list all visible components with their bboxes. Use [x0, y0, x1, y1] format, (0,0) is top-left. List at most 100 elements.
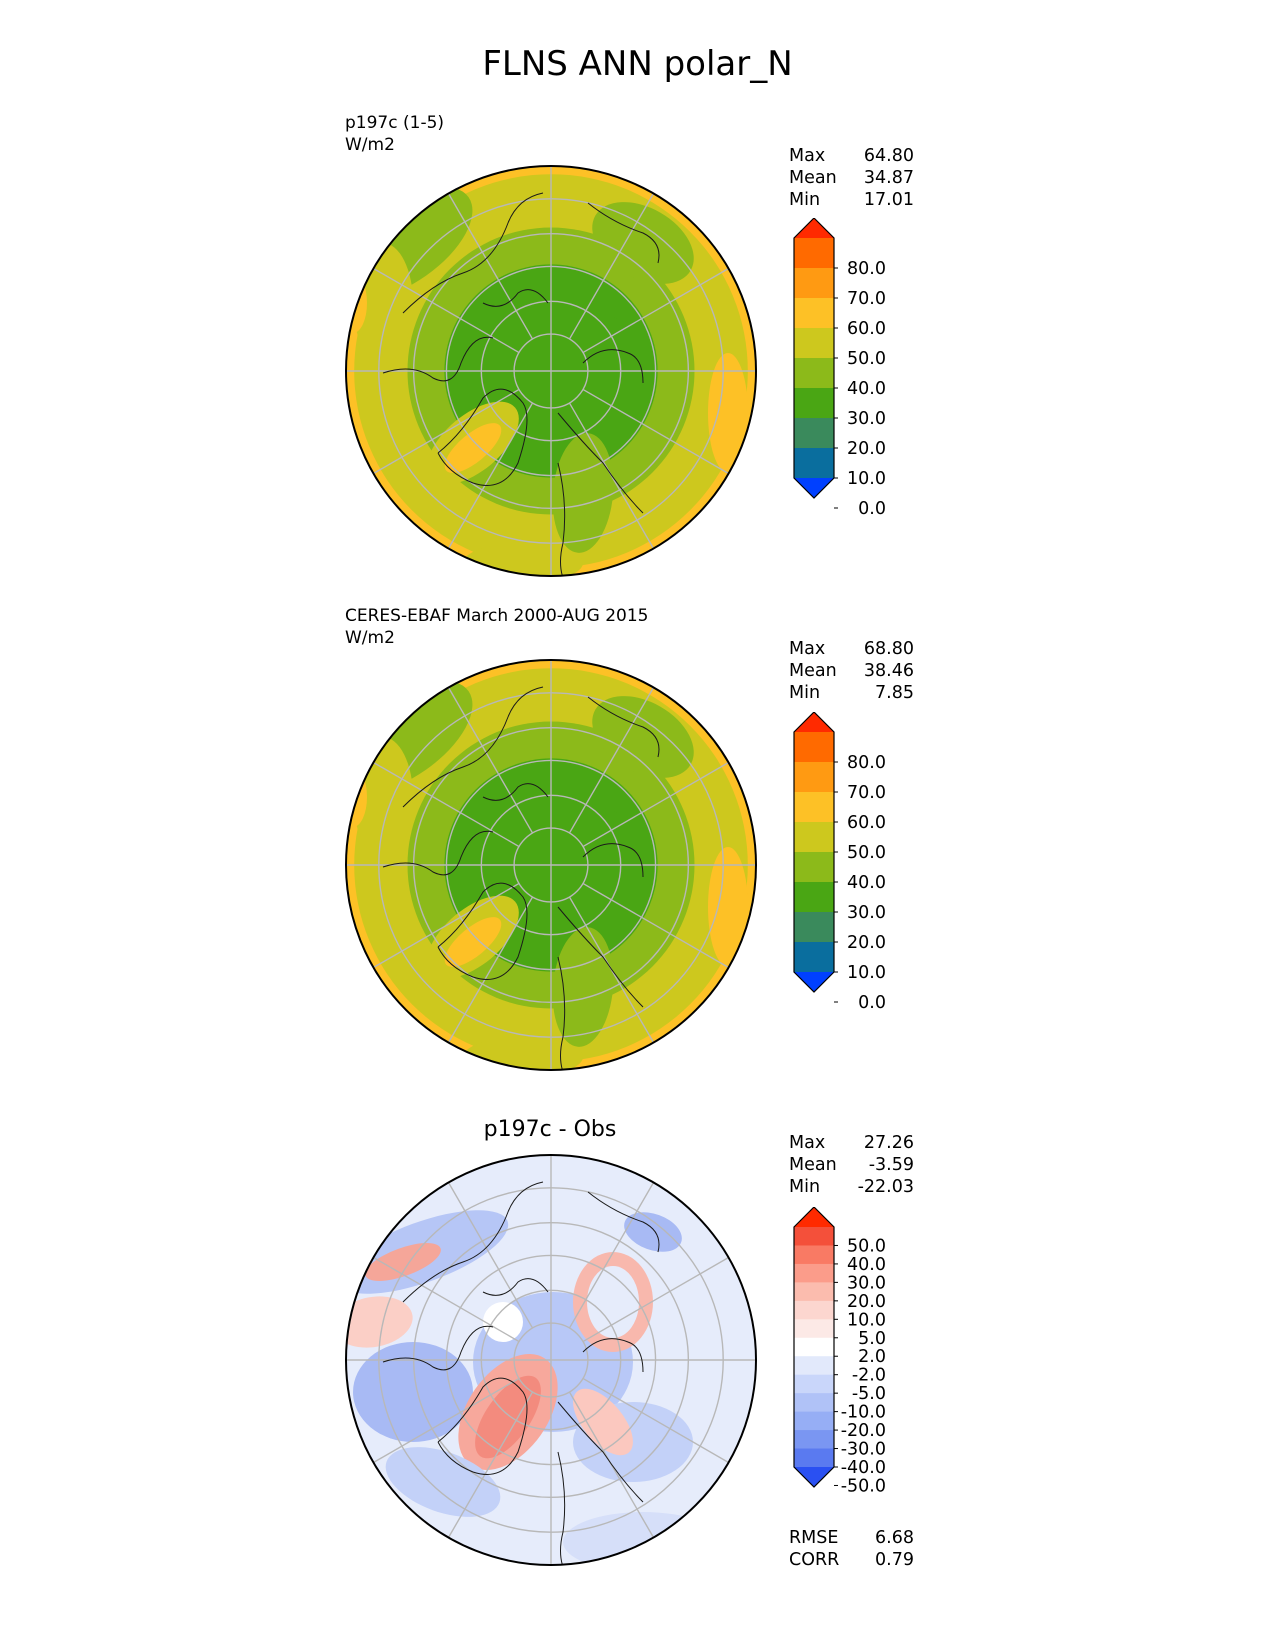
colorbar-tick-label: 50.0 [847, 1236, 886, 1256]
error-stats-block: RMSE 6.68 CORR 0.79 [789, 1527, 914, 1571]
stat-value: 6.68 [875, 1528, 914, 1548]
colorbar-tick-label: -5.0 [852, 1384, 886, 1404]
meridian-line [568, 193, 655, 340]
field-patch [444, 423, 502, 473]
coastline-segment [557, 1451, 566, 1565]
polar-map [345, 1154, 757, 1566]
stat-name: Min [789, 1177, 821, 1197]
colorbar-bin [794, 1448, 834, 1468]
meridian-line [568, 1182, 655, 1329]
coastline-segment [482, 289, 549, 307]
colorbar-extend-max [794, 218, 834, 238]
colorbar-bin [794, 882, 834, 913]
panel-label-units: W/m2 [345, 628, 395, 648]
polar-map [345, 165, 757, 577]
colorbar-bin [794, 418, 834, 449]
meridian-line [447, 896, 534, 1043]
coastline-segment [402, 192, 544, 314]
colorbar-bin [794, 1411, 834, 1431]
stat-name: Max [789, 639, 826, 659]
colorbar-bin [794, 792, 834, 823]
stat-name: Min [789, 683, 821, 703]
colorbar-bin [794, 1356, 834, 1376]
colorbar-tick-label: 30.0 [847, 1273, 886, 1293]
coastline-segment [587, 1191, 660, 1253]
colorbar-tick-label: 80.0 [847, 259, 886, 279]
meridian-line [447, 687, 534, 834]
panel-label-units: W/m2 [345, 135, 395, 155]
stat-name: Max [789, 1133, 826, 1153]
colorbar-bin [794, 448, 834, 479]
colorbar-tick-label: 2.0 [858, 1347, 886, 1367]
colorbar-bin [794, 1245, 834, 1265]
colorbar-tick-label: 70.0 [847, 783, 886, 803]
panel-label-case: CERES-EBAF March 2000-AUG 2015 [345, 606, 649, 626]
meridian-line [447, 1391, 534, 1538]
stats-block: Max 27.26 Mean -3.59 Min -22.03 [789, 1132, 914, 1198]
colorbar-tick-label: 40.0 [847, 873, 886, 893]
graticule [346, 1155, 756, 1565]
colorbar-extend-max [794, 1207, 834, 1227]
stat-name: RMSE [789, 1528, 839, 1548]
stat-value: 64.80 [863, 146, 914, 166]
meridian-line [447, 1182, 534, 1329]
colorbar-bin [794, 1227, 834, 1247]
colorbar-tick-label: 20.0 [847, 439, 886, 459]
field-patch [475, 1375, 541, 1459]
colorbar-tick-label: 10.0 [847, 469, 886, 489]
colorbar-bin [794, 732, 834, 763]
stats-block: Max 68.80 Mean 38.46 Min 7.85 [789, 638, 914, 704]
coastline-segment [557, 956, 566, 1070]
field-patch [553, 807, 633, 867]
colorbar-bin [794, 238, 834, 269]
colorbar-tick-label: 10.0 [847, 1310, 886, 1330]
meridian-line [568, 687, 655, 834]
colorbar-bin [794, 1300, 834, 1320]
stat-name: Mean [789, 661, 837, 681]
colorbar: 80.0 70.0 60.0 50.0 40.0 30.0 20.0 10.0 0.0 [793, 712, 886, 1012]
meridian-line [373, 388, 520, 475]
meridian-line [373, 882, 520, 969]
colorbar-bin [794, 1319, 834, 1339]
stat-value: 17.01 [863, 190, 914, 210]
meridian-line [582, 761, 729, 848]
colorbar: 80.0 70.0 60.0 50.0 40.0 30.0 20.0 10.0 0.0 [793, 218, 886, 518]
meridian-line [582, 1256, 729, 1343]
map-boundary [345, 659, 757, 1071]
coastlines [382, 686, 660, 1070]
field-patch [483, 1302, 523, 1342]
field-patch [365, 1243, 441, 1281]
colorbar-extend-max [794, 712, 834, 732]
colorbar-tick-label: 5.0 [858, 1329, 886, 1349]
stat-name: Min [789, 190, 821, 210]
coastline-segment [437, 388, 528, 486]
panel-label-case: p197c (1-5) [345, 113, 445, 133]
colorbar-tick-label: 10.0 [847, 963, 886, 983]
meridian-line [373, 267, 520, 354]
colorbar-tick-label: -2.0 [852, 1366, 886, 1386]
colorbar-tick-label: -30.0 [841, 1440, 886, 1460]
field-patch [708, 847, 748, 967]
field-patch [553, 313, 633, 373]
meridian-line [447, 402, 534, 549]
meridian-line [582, 882, 729, 969]
colorbar-tick-label: 20.0 [847, 933, 886, 953]
colorbar-extend-min [794, 478, 834, 498]
coastline-segment [587, 696, 660, 758]
stat-name: Mean [789, 168, 837, 188]
meridian-line [582, 1377, 729, 1464]
stat-value: 7.85 [875, 683, 914, 703]
coastline-segment [402, 1181, 544, 1303]
field-patch [624, 1212, 682, 1252]
map-field [346, 660, 756, 1070]
colorbar-tick-label: 40.0 [847, 1255, 886, 1275]
field-patch [444, 917, 502, 967]
coastline-segment [482, 783, 549, 801]
colorbar-bin [794, 1337, 834, 1357]
stat-value: 0.79 [875, 1550, 914, 1570]
coastline-segment [557, 462, 566, 576]
meridian-line [373, 1256, 520, 1343]
colorbar-tick-label: -20.0 [841, 1421, 886, 1441]
colorbar-tick-label: -40.0 [841, 1458, 886, 1478]
graticule [346, 660, 756, 1070]
